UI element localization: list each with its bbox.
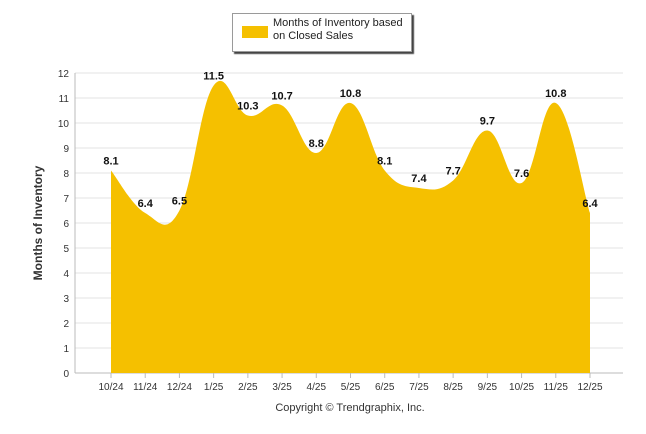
data-label: 8.1 [377,156,392,168]
y-tick-label: 8 [63,169,69,180]
x-tick-label: 8/25 [443,382,463,393]
x-tick-label: 4/25 [307,382,327,393]
x-tick-label: 9/25 [478,382,498,393]
y-tick-label: 7 [63,194,69,205]
legend-swatch-icon [242,26,268,38]
data-label: 7.6 [514,168,529,180]
y-tick-label: 3 [63,294,69,305]
x-tick-label: 11/24 [133,382,158,393]
y-tick-label: 9 [63,144,69,155]
data-label: 7.7 [445,166,460,178]
x-tick-label: 11/25 [544,382,569,393]
y-tick-label: 2 [63,319,69,330]
y-axis-title: Months of Inventory [31,165,45,280]
y-tick-label: 12 [58,69,70,80]
y-tick-label: 1 [63,344,69,355]
y-tick-label: 10 [58,119,70,130]
x-tick-label: 10/25 [509,382,534,393]
x-tick-label: 12/25 [577,382,602,393]
data-label: 8.1 [103,156,118,168]
y-tick-label: 5 [63,244,69,255]
data-label: 6.5 [172,196,187,208]
copyright-text: Copyright © Trendgraphix, Inc. [275,402,425,414]
data-label: 10.8 [340,88,361,100]
data-label: 11.5 [203,71,224,83]
y-tick-label: 0 [63,369,69,380]
chart-legend: Months of Inventory based on Closed Sale… [232,13,412,52]
legend-label: Months of Inventory based on Closed Sale… [273,17,408,43]
x-tick-label: 6/25 [375,382,395,393]
data-label: 7.4 [411,173,427,185]
x-tick-label: 7/25 [409,382,429,393]
x-tick-label: 3/25 [272,382,292,393]
data-label: 10.8 [545,88,566,100]
x-tick-label: 5/25 [341,382,361,393]
legend-label-line2: on Closed Sales [273,30,354,42]
data-label: 10.3 [237,101,258,113]
data-label: 8.8 [309,138,324,150]
data-label: 6.4 [138,198,154,210]
y-tick-label: 6 [63,219,69,230]
x-tick-label: 2/25 [238,382,258,393]
data-label: 10.7 [271,91,292,103]
x-tick-label: 10/24 [98,382,123,393]
data-label: 9.7 [480,116,495,128]
x-tick-label: 1/25 [204,382,224,393]
x-tick-label: 12/24 [167,382,192,393]
area-series-fill [111,80,590,373]
y-tick-label: 11 [59,94,70,105]
legend-label-line1: Months of Inventory based [273,17,403,29]
data-label: 6.4 [582,198,598,210]
y-tick-label: 4 [63,269,69,280]
